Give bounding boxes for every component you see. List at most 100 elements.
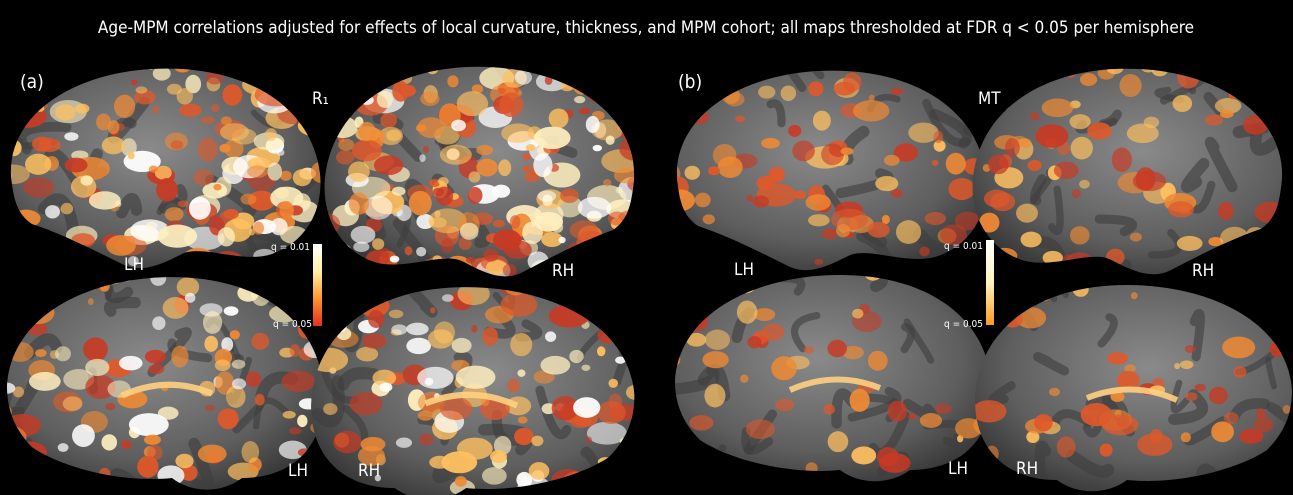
activation: [1220, 110, 1234, 118]
activation: [1021, 232, 1042, 248]
activation: [293, 169, 312, 186]
activation: [507, 379, 519, 393]
activation: [493, 220, 505, 228]
activation: [455, 476, 467, 487]
activation: [851, 446, 876, 464]
activation: [775, 399, 794, 412]
activation: [215, 359, 231, 371]
activation: [25, 154, 51, 175]
hemisphere-label: LH: [288, 461, 308, 481]
activation: [390, 256, 399, 263]
activation: [769, 167, 785, 182]
activation: [1100, 444, 1113, 457]
activation: [64, 132, 78, 141]
activation: [423, 146, 429, 153]
activation: [608, 379, 618, 388]
activation: [364, 196, 392, 220]
activation: [925, 212, 946, 225]
activation: [297, 415, 307, 427]
activation: [946, 153, 966, 175]
activation: [689, 415, 713, 430]
activation: [1144, 117, 1159, 129]
activation: [349, 193, 369, 215]
activation: [808, 81, 823, 96]
activation: [1057, 436, 1076, 457]
activation: [1174, 363, 1180, 369]
activation: [211, 104, 220, 112]
activation: [695, 193, 711, 208]
activation: [781, 86, 797, 102]
activation: [185, 293, 196, 303]
activation: [522, 221, 543, 244]
activation: [137, 456, 158, 478]
activation: [483, 249, 499, 262]
activation: [1211, 421, 1234, 442]
activation: [935, 403, 952, 413]
activation: [198, 445, 227, 464]
activation: [214, 184, 222, 191]
activation: [919, 247, 930, 257]
activation: [55, 104, 75, 120]
activation: [747, 336, 761, 348]
activation: [128, 152, 135, 160]
activation: [1042, 99, 1074, 118]
activation: [29, 372, 61, 391]
figure: Age-MPM correlations adjusted for effect…: [0, 0, 1293, 495]
activation: [1119, 74, 1141, 97]
activation: [45, 205, 60, 218]
activation: [703, 214, 715, 224]
activation: [896, 220, 921, 244]
panel-label: (a): [20, 71, 44, 93]
activation: [476, 145, 493, 155]
activation: [868, 222, 890, 238]
activation: [335, 433, 349, 448]
activation: [558, 237, 565, 243]
activation: [247, 165, 268, 177]
activation: [758, 86, 775, 99]
activation: [232, 360, 246, 369]
colorbar: [986, 240, 994, 325]
activation: [352, 140, 382, 161]
activation: [573, 397, 600, 418]
activation: [545, 331, 556, 342]
activation: [1112, 148, 1132, 172]
activation: [972, 400, 1007, 422]
activation: [482, 467, 507, 485]
activation: [386, 129, 401, 141]
activation: [251, 333, 269, 350]
activation: [1130, 233, 1142, 242]
activation: [226, 385, 245, 407]
activation: [391, 324, 407, 334]
hemisphere-label: LH: [734, 260, 754, 280]
activation: [1131, 292, 1138, 299]
activation: [841, 148, 854, 155]
activation: [356, 347, 378, 362]
sulcus: [1040, 446, 1046, 478]
activation: [1185, 345, 1196, 353]
activation: [834, 82, 856, 96]
activation: [471, 325, 477, 333]
activation: [891, 88, 903, 95]
activation: [83, 337, 108, 361]
activation: [438, 177, 449, 186]
activation: [1087, 122, 1111, 139]
activation: [804, 346, 814, 353]
activation: [223, 209, 238, 219]
map-label: MT: [978, 89, 1001, 109]
activation: [735, 115, 745, 122]
sulcus: [122, 199, 137, 213]
hemisphere-label: RH: [358, 461, 380, 481]
activation: [1205, 114, 1223, 125]
activation: [593, 145, 602, 151]
activation: [823, 404, 835, 415]
activation: [476, 159, 498, 177]
activation: [218, 408, 239, 429]
activation: [468, 187, 483, 204]
activation: [1239, 429, 1263, 444]
activation: [447, 75, 458, 87]
activation: [538, 191, 557, 202]
colorbar-label: q = 0.01: [271, 242, 310, 253]
activation: [419, 154, 425, 162]
activation: [518, 416, 528, 423]
activation: [434, 210, 440, 217]
